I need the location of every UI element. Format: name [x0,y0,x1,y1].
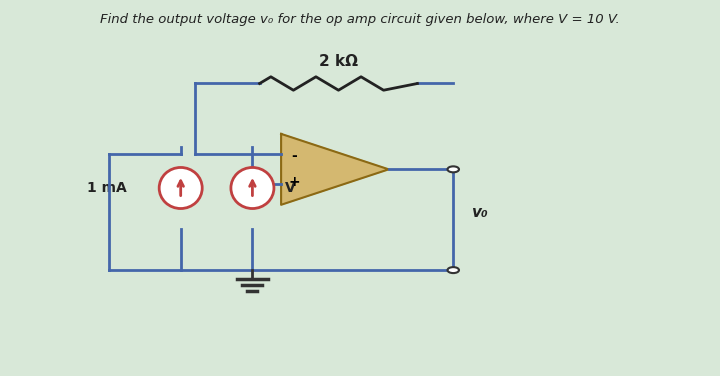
Text: 1 mA: 1 mA [87,181,127,195]
Text: -: - [291,149,297,163]
Polygon shape [281,134,389,205]
Ellipse shape [231,167,274,209]
Ellipse shape [159,167,202,209]
Text: Find the output voltage v₀ for the op amp circuit given below, where V = 10 V.: Find the output voltage v₀ for the op am… [100,12,620,26]
Circle shape [448,166,459,172]
Text: +: + [288,175,300,190]
Text: V: V [284,181,295,195]
Text: v₀: v₀ [471,205,487,220]
Circle shape [448,267,459,273]
Text: 2 kΩ: 2 kΩ [319,54,358,69]
